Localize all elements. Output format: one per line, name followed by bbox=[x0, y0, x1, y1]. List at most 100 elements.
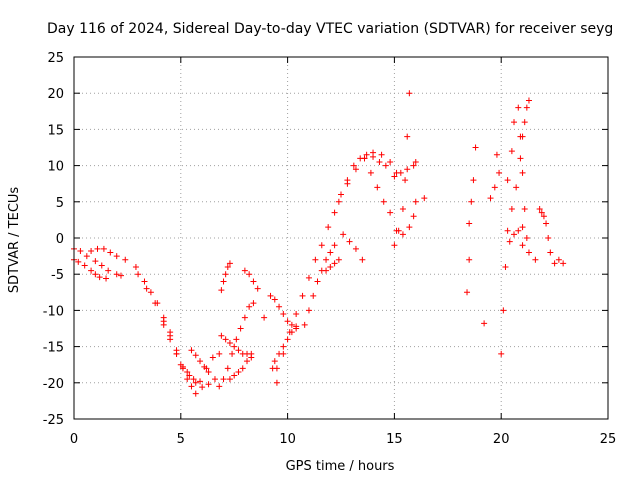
data-point bbox=[192, 379, 199, 386]
data-point bbox=[222, 336, 229, 343]
series-arc-11 bbox=[241, 267, 280, 386]
data-point bbox=[504, 177, 511, 184]
data-point bbox=[237, 325, 244, 332]
data-point bbox=[468, 198, 475, 205]
data-point bbox=[239, 365, 246, 372]
data-point bbox=[540, 213, 547, 220]
y-tick-label: 0 bbox=[56, 232, 64, 247]
data-point bbox=[113, 253, 120, 260]
series-arc-29 bbox=[536, 206, 567, 267]
data-point bbox=[250, 300, 257, 307]
data-point bbox=[88, 248, 95, 255]
series-arc-06 bbox=[188, 347, 212, 375]
data-point bbox=[231, 343, 238, 350]
data-point bbox=[310, 292, 317, 299]
data-point bbox=[173, 350, 180, 357]
series-arc-27 bbox=[504, 97, 532, 234]
data-point bbox=[370, 149, 377, 156]
data-point bbox=[81, 262, 88, 269]
data-point bbox=[387, 209, 394, 216]
data-point bbox=[391, 173, 398, 180]
data-point bbox=[229, 350, 236, 357]
series-arc-22 bbox=[393, 195, 428, 238]
x-tick-label: 0 bbox=[70, 432, 78, 447]
data-point bbox=[519, 169, 526, 176]
data-point bbox=[363, 151, 370, 158]
data-point bbox=[515, 227, 522, 234]
data-point bbox=[280, 343, 287, 350]
data-point bbox=[472, 144, 479, 151]
y-tick-label: 5 bbox=[56, 196, 64, 211]
data-point bbox=[506, 238, 513, 245]
data-point bbox=[421, 195, 428, 202]
x-tick-label: 20 bbox=[493, 432, 510, 447]
data-point bbox=[346, 238, 353, 245]
data-point bbox=[197, 378, 204, 385]
x-tick-label: 15 bbox=[386, 432, 403, 447]
chart-title: Day 116 of 2024, Sidereal Day-to-day VTE… bbox=[47, 21, 613, 37]
data-point bbox=[77, 248, 84, 255]
data-point bbox=[498, 350, 505, 357]
data-point bbox=[382, 162, 389, 169]
data-point bbox=[184, 376, 191, 383]
data-point bbox=[141, 278, 148, 285]
data-point bbox=[410, 213, 417, 220]
data-point bbox=[286, 329, 293, 336]
y-tick-labels: 25 20 15 10 5 0 -5 -10 -15 -20 -25 bbox=[43, 51, 608, 428]
series-arc-12 bbox=[267, 292, 300, 330]
x-tick-label: 10 bbox=[279, 432, 296, 447]
data-point bbox=[491, 184, 498, 191]
data-point bbox=[519, 242, 526, 249]
data-point bbox=[147, 289, 154, 296]
data-point bbox=[273, 379, 280, 386]
data-point bbox=[218, 332, 225, 339]
series-arc-10 bbox=[226, 354, 255, 383]
data-point bbox=[393, 227, 400, 234]
data-point bbox=[222, 271, 229, 278]
data-point bbox=[323, 256, 330, 263]
data-point bbox=[105, 267, 112, 274]
data-point bbox=[226, 376, 233, 383]
data-point bbox=[523, 235, 530, 241]
data-point bbox=[107, 249, 114, 256]
series-arc-26 bbox=[504, 104, 530, 241]
data-point bbox=[220, 278, 227, 285]
series-arc-05 bbox=[160, 321, 223, 385]
y-tick-label: -25 bbox=[43, 413, 64, 428]
data-point bbox=[220, 376, 227, 383]
data-point bbox=[218, 287, 225, 294]
data-point bbox=[188, 347, 195, 354]
y-tick-label: -15 bbox=[43, 341, 64, 356]
series-arc-19 bbox=[361, 155, 394, 216]
y-tick-label: -20 bbox=[43, 377, 64, 392]
series-arc-17 bbox=[340, 231, 366, 263]
series-arc-02 bbox=[71, 256, 110, 282]
data-point bbox=[466, 256, 473, 263]
data-point bbox=[92, 271, 99, 278]
data-point bbox=[231, 372, 238, 379]
series-arc-23 bbox=[464, 144, 479, 296]
data-point bbox=[352, 166, 359, 173]
data-point bbox=[487, 195, 494, 202]
series-arc-18 bbox=[335, 149, 400, 205]
data-point bbox=[523, 104, 530, 111]
data-point bbox=[496, 169, 503, 176]
data-point bbox=[361, 155, 368, 162]
data-point bbox=[412, 158, 419, 165]
data-point bbox=[402, 177, 409, 184]
data-point bbox=[560, 260, 567, 267]
y-tick-label: 25 bbox=[47, 51, 64, 66]
data-point bbox=[224, 263, 231, 270]
data-point bbox=[521, 206, 528, 213]
data-point bbox=[314, 278, 321, 285]
data-point bbox=[508, 206, 515, 213]
x-tick-labels: 0 5 10 15 20 25 bbox=[70, 57, 616, 447]
series-arc-16 bbox=[323, 256, 342, 274]
series-arc-25 bbox=[498, 224, 526, 357]
data-point bbox=[246, 271, 253, 278]
data-point bbox=[327, 249, 334, 256]
data-point bbox=[305, 274, 312, 281]
data-point bbox=[466, 220, 473, 227]
series-arc-04 bbox=[135, 271, 218, 391]
data-point bbox=[122, 256, 129, 263]
